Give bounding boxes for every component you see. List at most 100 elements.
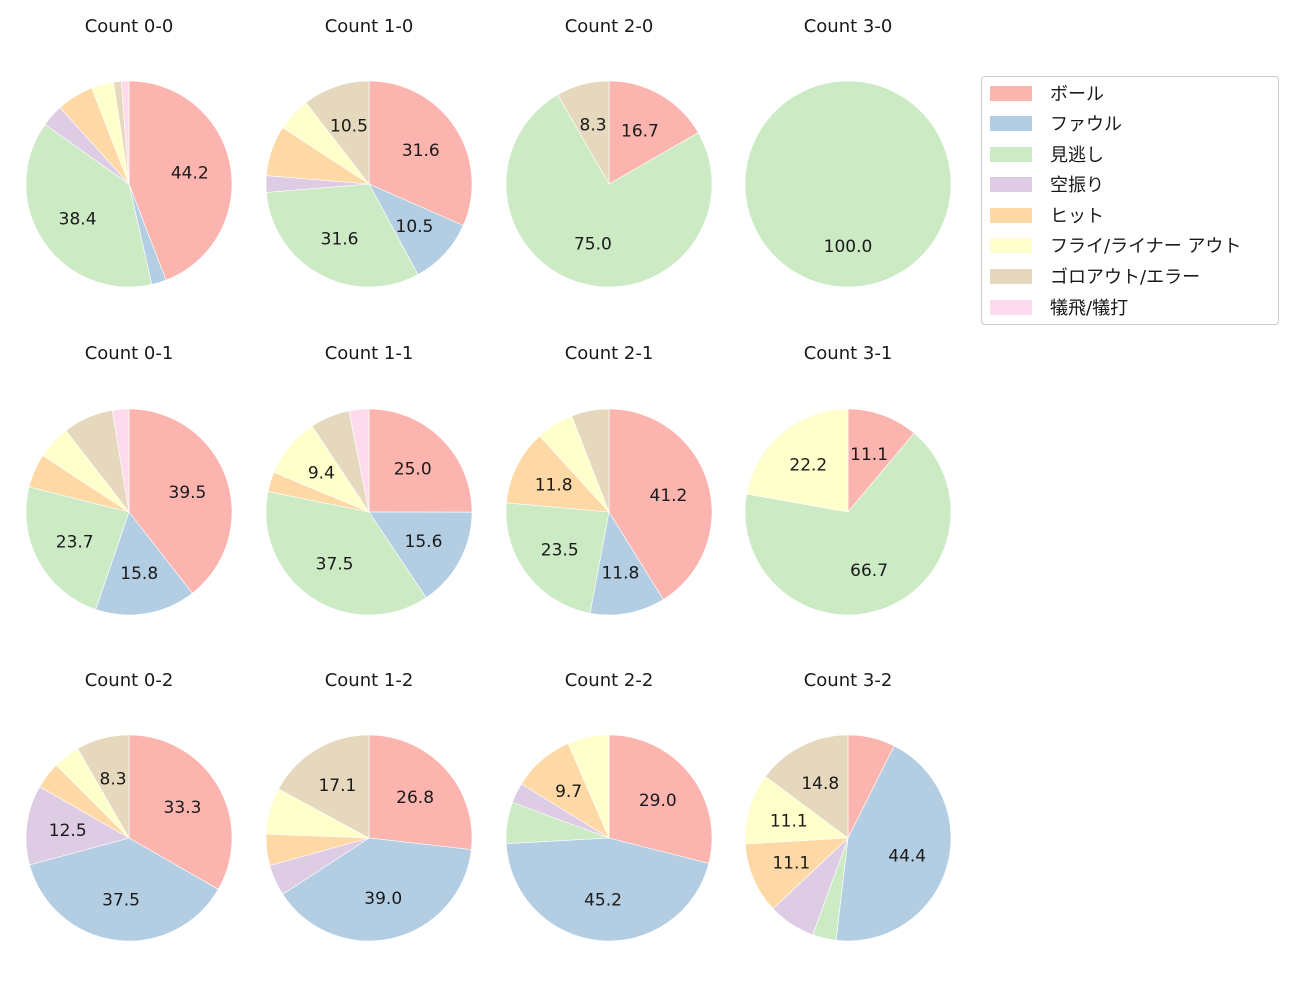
- pie-count-0-0: 44.2 38.4: [25, 80, 233, 288]
- pie-slice-label: 23.7: [56, 532, 94, 552]
- legend: ボール ファウル 見逃し 空振り ヒット フライ/ライナー アウト ゴロアウト/…: [981, 76, 1279, 325]
- pie-slice-label: 100.0: [824, 237, 873, 257]
- pie-slice-label: 15.8: [120, 564, 158, 584]
- pie-slice-label: 23.5: [541, 540, 579, 560]
- pie-slice: [120, 80, 130, 185]
- legend-item-foul: ファウル: [990, 111, 1122, 135]
- pie-slice: [589, 511, 664, 616]
- pie-slice: [348, 408, 370, 513]
- legend-swatch: [990, 237, 1032, 253]
- pie-slice-label: 15.6: [405, 532, 443, 552]
- pie-slice-label: 10.5: [396, 217, 434, 237]
- pie-slice-label: 26.8: [396, 788, 434, 808]
- pie-slice: [567, 734, 610, 839]
- pie-slice-label: 8.3: [580, 115, 607, 135]
- legend-item-swinging-strike: 空振り: [990, 172, 1104, 196]
- pie-count-2-1: 41.2 11.8 23.5 11.8: [505, 408, 713, 616]
- pie-count-2-0: 16.7 75.0 8.3: [505, 80, 713, 288]
- legend-swatch: [990, 207, 1032, 223]
- pie-title-1-1: Count 1-1: [324, 343, 414, 364]
- pie-slice-label: 45.2: [584, 891, 622, 911]
- pie-slice: [608, 80, 699, 185]
- pie-slice: [25, 486, 130, 610]
- pie-slice-label: 41.2: [650, 486, 688, 506]
- pie-slice: [128, 408, 233, 594]
- pie-slice: [744, 432, 952, 616]
- pie-slice: [305, 80, 370, 185]
- legend-label: フライ/ライナー アウト: [1050, 236, 1242, 257]
- pie-slice: [278, 734, 370, 839]
- pie-title-1-0: Count 1-0: [324, 16, 414, 37]
- pie-slice: [744, 776, 849, 845]
- pie-slice: [835, 745, 952, 942]
- pie-slice-label: 75.0: [574, 235, 612, 255]
- pie-slice-label: 11.1: [850, 445, 888, 465]
- pie-slice: [25, 786, 130, 866]
- pie-count-3-1: 11.1 66.7 22.2: [744, 408, 952, 616]
- pie-slice-label: 11.8: [535, 476, 573, 496]
- pie-slice: [368, 408, 473, 513]
- pie-slice-label: 31.6: [402, 141, 440, 161]
- pie-slice: [25, 124, 153, 288]
- pie-slice-label: 38.4: [59, 209, 97, 229]
- pie-slice: [95, 511, 193, 616]
- pie-title-2-2: Count 2-2: [564, 670, 654, 691]
- legend-label: ボール: [1050, 84, 1104, 105]
- pie-slice-label: 29.0: [639, 791, 677, 811]
- pie-slice: [608, 408, 713, 600]
- pie-slice: [368, 183, 464, 275]
- pie-title-0-2: Count 0-2: [84, 670, 174, 691]
- pie-slice: [128, 734, 233, 890]
- pie-slice: [265, 491, 427, 616]
- pie-slice: [571, 408, 610, 513]
- legend-item-ground-out-error: ゴロアウト/エラー: [990, 264, 1200, 288]
- legend-label: 見逃し: [1050, 145, 1104, 166]
- pie-slice-label: 33.3: [164, 798, 202, 818]
- legend-swatch: [990, 85, 1032, 101]
- pie-slice: [128, 80, 233, 281]
- pie-count-2-2: 29.0 45.2 9.7: [505, 734, 713, 942]
- pie-slice-label: 39.5: [169, 483, 207, 503]
- pie-slice-label: 37.5: [102, 890, 140, 910]
- pie-count-3-0: 100.0: [744, 80, 952, 288]
- pie-slice-label: 11.1: [770, 811, 808, 831]
- pie-slice: [368, 511, 473, 599]
- legend-swatch: [990, 268, 1032, 284]
- pie-title-1-2: Count 1-2: [324, 670, 414, 691]
- pie-count-1-2: 26.8 39.0 17.1: [265, 734, 473, 942]
- pie-slice-label: 25.0: [394, 459, 432, 479]
- pie-slice-label: 17.1: [318, 776, 356, 796]
- pie-slice: [506, 435, 610, 513]
- pie-slice-label: 10.5: [330, 117, 368, 137]
- pie-title-3-2: Count 3-2: [803, 670, 893, 691]
- pie-slice: [764, 734, 849, 839]
- pie-slice: [29, 837, 219, 942]
- legend-label: 空振り: [1050, 175, 1104, 196]
- legend-label: ファウル: [1050, 114, 1122, 135]
- pie-title-2-1: Count 2-1: [564, 343, 654, 364]
- pie-slice-label: 9.7: [555, 782, 582, 802]
- pie-slice-label: 39.0: [364, 889, 402, 909]
- pie-slice: [505, 837, 710, 942]
- pie-slice: [77, 734, 130, 840]
- pie-slice-label: 11.8: [601, 564, 639, 584]
- pie-slice-label: 11.1: [772, 853, 810, 873]
- pie-count-0-1: 39.5 15.8 23.7: [25, 408, 233, 616]
- pie-count-0-2: 33.3 37.5 12.5 8.3: [25, 734, 233, 942]
- pie-slice: [505, 94, 713, 288]
- legend-item-fly-liner-out: フライ/ライナー アウト: [990, 233, 1241, 257]
- pie-count-3-2: 44.4 11.1 11.1 14.8: [744, 734, 952, 942]
- pie-count-1-1: 25.0 15.6 37.5 9.4: [265, 408, 473, 616]
- pie-slice: [368, 80, 473, 226]
- pie-slice-label: 31.6: [321, 229, 359, 249]
- pie-title-3-1: Count 3-1: [803, 343, 893, 364]
- pie-slice: [847, 408, 915, 513]
- legend-swatch: [990, 115, 1032, 131]
- pie-title-0-0: Count 0-0: [84, 16, 174, 37]
- legend-swatch: [990, 176, 1032, 192]
- legend-label: ヒット: [1050, 206, 1104, 227]
- legend-label: 犠飛/犠打: [1050, 298, 1129, 319]
- legend-label: ゴロアウト/エラー: [1050, 267, 1201, 288]
- legend-item-sacrifice: 犠飛/犠打: [990, 295, 1128, 319]
